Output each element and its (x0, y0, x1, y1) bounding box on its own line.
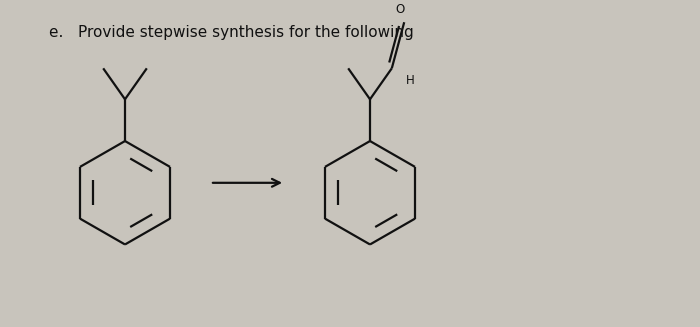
Text: e.   Provide stepwise synthesis for the following: e. Provide stepwise synthesis for the fo… (49, 25, 414, 40)
Text: O: O (395, 3, 405, 16)
Text: H: H (406, 74, 414, 87)
